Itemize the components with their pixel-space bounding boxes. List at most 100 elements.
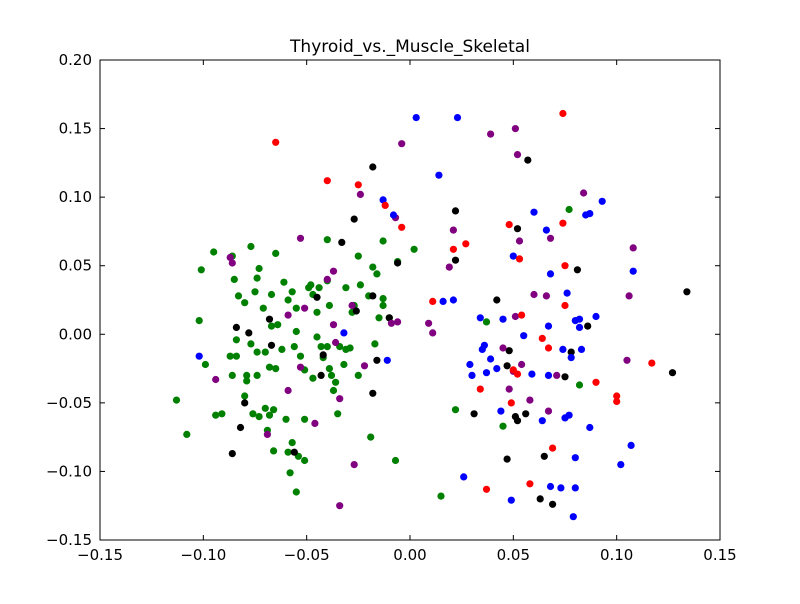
scatter-point — [309, 374, 317, 382]
scatter-point — [251, 288, 259, 296]
scatter-point — [247, 340, 255, 348]
scatter-point — [340, 360, 348, 369]
scatter-point — [561, 373, 569, 381]
scatter-point — [526, 480, 534, 488]
scatter-point — [371, 340, 379, 348]
scatter-point — [317, 371, 325, 379]
scatter-point — [586, 210, 594, 218]
scatter-point — [350, 461, 358, 469]
scatter-point — [561, 301, 569, 310]
scatter-point — [373, 270, 381, 278]
scatter-point — [536, 495, 544, 503]
scatter-point — [439, 297, 447, 305]
scatter-point — [323, 275, 331, 283]
scatter-point — [265, 315, 274, 323]
scatter-point — [567, 354, 575, 362]
scatter-point — [577, 345, 586, 353]
scatter-point — [313, 293, 321, 301]
scatter-point — [356, 281, 364, 289]
scatter-point — [253, 274, 261, 282]
scatter-point — [389, 211, 398, 219]
scatter-point — [261, 404, 269, 412]
scatter-point — [451, 256, 460, 264]
scatter-point — [546, 234, 555, 242]
scatter-point — [425, 319, 433, 327]
scatter-point — [313, 333, 321, 341]
scatter-point — [241, 299, 249, 307]
scatter-point — [288, 288, 296, 296]
scatter-point — [497, 407, 505, 415]
scatter-point — [284, 448, 292, 456]
scatter-point — [265, 363, 274, 371]
scatter-point — [284, 386, 292, 395]
scatter-point — [284, 311, 292, 319]
x-tick-label: 0.05 — [497, 546, 530, 564]
scatter-point — [580, 189, 588, 197]
scatter-point — [567, 348, 575, 356]
scatter-point — [323, 236, 331, 244]
scatter-point — [311, 419, 319, 427]
scatter-point — [542, 226, 551, 234]
plot-area-frame — [99, 59, 721, 541]
scatter-point — [354, 252, 362, 260]
scatter-point — [557, 484, 565, 492]
scatter-point — [540, 452, 548, 460]
scatter-point — [499, 315, 507, 323]
y-tick-label: 0.15 — [59, 120, 92, 138]
axes-layer: −0.15 −0.10 −0.05 0.00 0.05 0.10 0.15 −0.15 −0.1… — [46, 51, 737, 564]
scatter-point — [272, 138, 280, 146]
scatter-point — [356, 190, 364, 198]
scatter-point — [172, 396, 181, 404]
scatter-point — [234, 292, 243, 300]
scatter-point — [270, 406, 278, 414]
scatter-point — [218, 410, 226, 418]
scatter-series — [195, 114, 637, 521]
scatter-point — [183, 430, 191, 438]
scatter-point — [263, 430, 271, 438]
scatter-point — [267, 341, 276, 349]
scatter-point — [334, 410, 342, 418]
scatter-point — [228, 371, 236, 379]
scatter-point — [296, 234, 305, 242]
x-tick-label: 0.00 — [393, 546, 426, 564]
scatter-point — [197, 266, 205, 274]
scatter-point — [253, 348, 261, 356]
scatter-point — [267, 290, 276, 299]
scatter-point — [571, 454, 579, 462]
scatter-point — [317, 343, 325, 351]
x-tick-label: 0.10 — [600, 546, 633, 564]
x-tick-label: −0.15 — [77, 546, 123, 564]
scatter-point — [243, 371, 251, 379]
scatter-point — [493, 365, 501, 373]
scatter-point — [575, 323, 584, 331]
scatter-point — [301, 415, 309, 423]
scatter-point — [385, 314, 393, 322]
scatter-point — [449, 296, 457, 304]
scatter-point — [255, 264, 263, 273]
scatter-point — [493, 296, 501, 304]
scatter-point — [575, 381, 584, 389]
scatter-point — [513, 151, 522, 159]
scatter-point — [346, 344, 354, 352]
scatter-point — [301, 304, 309, 312]
scatter-point — [272, 249, 280, 257]
scatter-point — [292, 488, 300, 496]
scatter-point — [226, 253, 234, 262]
scatter-point — [226, 352, 234, 360]
scatter-point — [354, 371, 362, 379]
scatter-point — [499, 422, 507, 430]
scatter-point — [261, 348, 269, 356]
scatter-point — [546, 270, 555, 278]
scatter-point — [369, 389, 377, 397]
scatter-point — [451, 406, 460, 414]
scatter-point — [253, 371, 261, 379]
scatter-point — [462, 240, 470, 248]
scatter-point — [282, 415, 290, 423]
scatter-point — [592, 378, 600, 386]
scatter-point — [478, 345, 486, 353]
scatter-point — [249, 410, 257, 418]
scatter-point — [592, 312, 600, 321]
scatter-point — [290, 448, 298, 456]
